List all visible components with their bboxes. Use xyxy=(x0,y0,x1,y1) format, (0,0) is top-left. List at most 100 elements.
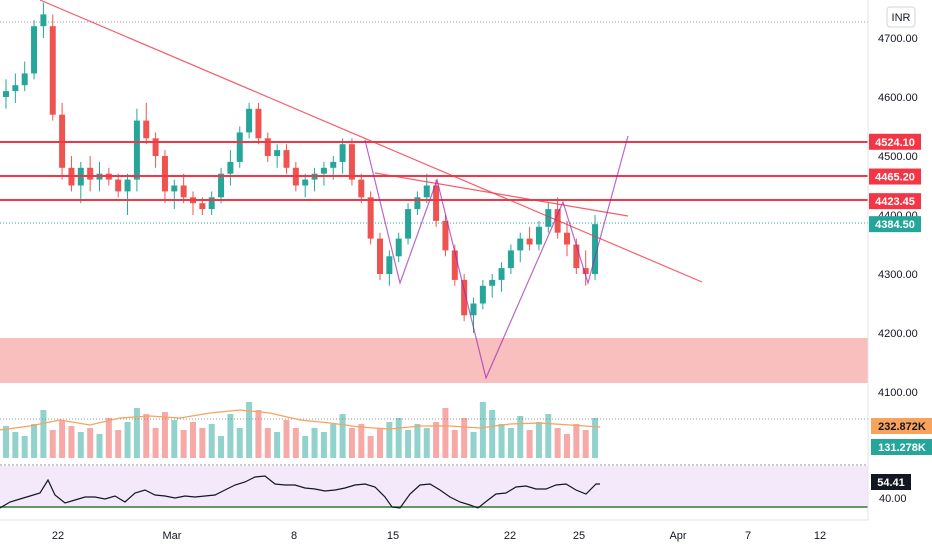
candle[interactable] xyxy=(227,150,234,186)
candle[interactable] xyxy=(348,138,355,186)
volume-bar xyxy=(105,418,112,458)
volume-bar xyxy=(526,430,533,458)
candle[interactable] xyxy=(208,191,215,215)
volume-bar xyxy=(68,426,75,458)
volume-bar xyxy=(283,420,290,458)
volume-bar xyxy=(133,408,140,458)
candle[interactable] xyxy=(143,102,150,145)
candle[interactable] xyxy=(124,173,131,215)
volume-bar xyxy=(386,422,393,458)
candle[interactable] xyxy=(218,167,225,204)
price-tag-label: 4384.50 xyxy=(875,219,915,231)
volume-bar xyxy=(21,436,28,458)
neckline[interactable] xyxy=(374,172,629,217)
volume-bar xyxy=(161,412,168,458)
candle[interactable] xyxy=(180,173,187,204)
candle[interactable] xyxy=(405,203,412,245)
candle[interactable] xyxy=(87,156,94,192)
volume-bar xyxy=(31,424,38,458)
inverse-head-shoulders-pattern[interactable] xyxy=(364,135,629,380)
time-axis-label: Mar xyxy=(163,530,182,542)
volume-bar xyxy=(489,410,496,458)
price-axis-tick: 4600.00 xyxy=(878,92,918,104)
volume-bar xyxy=(3,426,9,458)
volume-bar xyxy=(115,430,122,458)
candle[interactable] xyxy=(302,173,309,198)
volume-bar xyxy=(292,428,299,458)
candle[interactable] xyxy=(3,79,9,109)
candle[interactable] xyxy=(564,220,570,257)
candle[interactable] xyxy=(339,138,346,174)
candle[interactable] xyxy=(49,14,56,121)
candle[interactable] xyxy=(152,132,159,168)
volume-ma-tag: 232.872K xyxy=(871,418,932,434)
candle[interactable] xyxy=(386,250,393,286)
candle[interactable] xyxy=(582,250,589,286)
candle[interactable] xyxy=(255,102,262,145)
price-tag[interactable]: 4524.10 xyxy=(869,133,921,150)
candle[interactable] xyxy=(171,179,178,210)
candle[interactable] xyxy=(489,274,496,298)
candle[interactable] xyxy=(535,220,542,251)
candle[interactable] xyxy=(498,262,505,292)
candle[interactable] xyxy=(545,203,552,233)
candle[interactable] xyxy=(433,179,440,227)
candle[interactable] xyxy=(264,132,271,162)
price-tag[interactable]: 4423.45 xyxy=(869,193,921,210)
candle[interactable] xyxy=(395,232,402,263)
candle[interactable] xyxy=(526,226,533,251)
rsi-value-tag: 54.41 xyxy=(871,474,911,490)
candle[interactable] xyxy=(115,173,122,198)
candle[interactable] xyxy=(442,215,449,257)
volume-bar xyxy=(535,422,542,458)
candle[interactable] xyxy=(377,232,383,280)
candle[interactable] xyxy=(414,191,421,215)
volume-bar xyxy=(311,428,318,458)
volume-bar xyxy=(517,416,524,458)
candle[interactable] xyxy=(12,73,19,103)
rsi-line xyxy=(0,475,600,509)
candle[interactable] xyxy=(592,215,599,280)
candle[interactable] xyxy=(358,173,365,204)
candle[interactable] xyxy=(236,126,243,168)
candle[interactable] xyxy=(133,108,140,192)
volume-bar xyxy=(367,436,374,458)
volume-bar xyxy=(554,428,561,458)
volume-bar xyxy=(143,414,150,458)
candle[interactable] xyxy=(21,61,28,92)
time-axis-label: 22 xyxy=(504,530,516,542)
candle[interactable] xyxy=(40,2,47,38)
candle[interactable] xyxy=(479,279,486,310)
volume-bar xyxy=(40,410,47,458)
time-axis-label: 8 xyxy=(291,530,297,542)
candle[interactable] xyxy=(274,144,281,168)
volume-bar xyxy=(49,430,56,458)
descending-trendline[interactable] xyxy=(39,0,703,283)
candle[interactable] xyxy=(517,232,524,263)
candle[interactable] xyxy=(507,244,514,275)
volume-bar xyxy=(405,430,412,458)
candle[interactable] xyxy=(31,20,38,80)
candle[interactable] xyxy=(320,161,327,186)
volume-last-label: 131.278K xyxy=(878,442,926,454)
candle[interactable] xyxy=(423,173,430,204)
volume-bar xyxy=(433,422,440,458)
price-tag[interactable]: 4465.20 xyxy=(869,168,921,185)
volume-bar xyxy=(218,436,225,458)
time-axis-label: 22 xyxy=(52,530,64,542)
candle[interactable] xyxy=(246,102,253,139)
candle[interactable] xyxy=(461,274,468,322)
volume-bar xyxy=(564,434,570,458)
volume-bar xyxy=(395,418,402,458)
rsi-value-label: 54.41 xyxy=(877,477,905,489)
candle[interactable] xyxy=(283,144,290,174)
price-tag[interactable]: 4384.50 xyxy=(869,216,921,233)
currency-badge[interactable]: INR xyxy=(886,6,916,28)
volume-bar xyxy=(255,410,262,458)
demand-zone[interactable] xyxy=(0,338,868,383)
time-axis[interactable]: 22 Mar 8 15 22 25 Apr 7 12 xyxy=(52,530,826,542)
volume-bar xyxy=(358,424,365,458)
time-axis-label: 25 xyxy=(573,530,585,542)
